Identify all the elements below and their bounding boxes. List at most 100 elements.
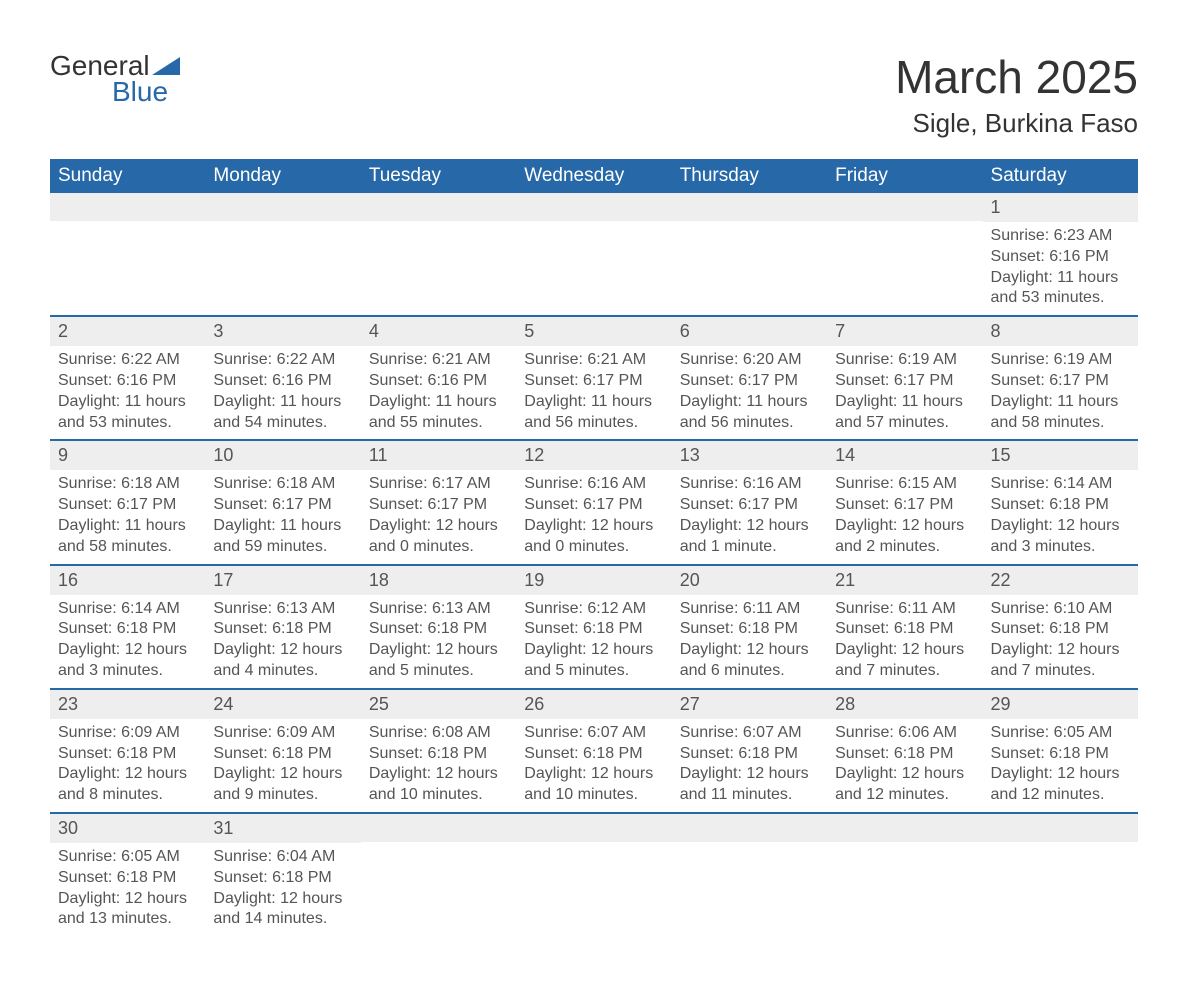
day-cell: 22Sunrise: 6:10 AMSunset: 6:18 PMDayligh… (983, 565, 1138, 689)
sunset-text: Sunset: 6:17 PM (58, 495, 197, 516)
day-cell (516, 193, 671, 316)
sunrise-text: Sunrise: 6:05 AM (58, 847, 197, 868)
day-cell: 3Sunrise: 6:22 AMSunset: 6:16 PMDaylight… (205, 316, 360, 440)
empty-day-number (983, 814, 1138, 842)
daylight-text: Daylight: 11 hours and 56 minutes. (680, 392, 819, 434)
sunrise-text: Sunrise: 6:06 AM (835, 723, 974, 744)
sunset-text: Sunset: 6:17 PM (524, 371, 663, 392)
sunset-text: Sunset: 6:18 PM (991, 619, 1130, 640)
daylight-text: Daylight: 11 hours and 57 minutes. (835, 392, 974, 434)
daylight-text: Daylight: 11 hours and 58 minutes. (991, 392, 1130, 434)
day-details: Sunrise: 6:14 AMSunset: 6:18 PMDaylight:… (983, 470, 1138, 563)
sunrise-text: Sunrise: 6:04 AM (213, 847, 352, 868)
day-number: 14 (827, 441, 982, 470)
daylight-text: Daylight: 12 hours and 8 minutes. (58, 764, 197, 806)
sunrise-text: Sunrise: 6:18 AM (213, 474, 352, 495)
sunset-text: Sunset: 6:17 PM (835, 495, 974, 516)
day-details: Sunrise: 6:15 AMSunset: 6:17 PMDaylight:… (827, 470, 982, 563)
day-cell: 29Sunrise: 6:05 AMSunset: 6:18 PMDayligh… (983, 689, 1138, 813)
sunset-text: Sunset: 6:16 PM (58, 371, 197, 392)
day-number: 25 (361, 690, 516, 719)
daylight-text: Daylight: 11 hours and 53 minutes. (991, 268, 1130, 310)
calendar-body: 1Sunrise: 6:23 AMSunset: 6:16 PMDaylight… (50, 193, 1138, 936)
sunset-text: Sunset: 6:18 PM (369, 744, 508, 765)
sunrise-text: Sunrise: 6:08 AM (369, 723, 508, 744)
day-cell: 27Sunrise: 6:07 AMSunset: 6:18 PMDayligh… (672, 689, 827, 813)
day-cell: 2Sunrise: 6:22 AMSunset: 6:16 PMDaylight… (50, 316, 205, 440)
sunrise-text: Sunrise: 6:18 AM (58, 474, 197, 495)
day-details: Sunrise: 6:18 AMSunset: 6:17 PMDaylight:… (50, 470, 205, 563)
day-number: 5 (516, 317, 671, 346)
sunrise-text: Sunrise: 6:09 AM (213, 723, 352, 744)
daylight-text: Daylight: 12 hours and 6 minutes. (680, 640, 819, 682)
day-cell (205, 193, 360, 316)
day-number: 9 (50, 441, 205, 470)
day-details: Sunrise: 6:09 AMSunset: 6:18 PMDaylight:… (50, 719, 205, 812)
day-number: 1 (983, 193, 1138, 222)
empty-day-number (827, 814, 982, 842)
sunset-text: Sunset: 6:18 PM (58, 619, 197, 640)
logo-triangle-icon (152, 57, 180, 75)
empty-day-number (672, 193, 827, 221)
day-cell: 9Sunrise: 6:18 AMSunset: 6:17 PMDaylight… (50, 440, 205, 564)
sunset-text: Sunset: 6:17 PM (680, 495, 819, 516)
week-row: 1Sunrise: 6:23 AMSunset: 6:16 PMDaylight… (50, 193, 1138, 316)
daylight-text: Daylight: 11 hours and 53 minutes. (58, 392, 197, 434)
day-details: Sunrise: 6:20 AMSunset: 6:17 PMDaylight:… (672, 346, 827, 439)
daylight-text: Daylight: 12 hours and 2 minutes. (835, 516, 974, 558)
day-details: Sunrise: 6:11 AMSunset: 6:18 PMDaylight:… (827, 595, 982, 688)
day-number: 21 (827, 566, 982, 595)
day-number: 13 (672, 441, 827, 470)
daylight-text: Daylight: 12 hours and 14 minutes. (213, 889, 352, 931)
daylight-text: Daylight: 12 hours and 11 minutes. (680, 764, 819, 806)
day-number: 10 (205, 441, 360, 470)
day-cell (361, 193, 516, 316)
location-subtitle: Sigle, Burkina Faso (895, 108, 1138, 139)
sunrise-text: Sunrise: 6:23 AM (991, 226, 1130, 247)
sunset-text: Sunset: 6:18 PM (835, 619, 974, 640)
daylight-text: Daylight: 12 hours and 12 minutes. (991, 764, 1130, 806)
daylight-text: Daylight: 11 hours and 54 minutes. (213, 392, 352, 434)
sunrise-text: Sunrise: 6:22 AM (213, 350, 352, 371)
day-details: Sunrise: 6:21 AMSunset: 6:17 PMDaylight:… (516, 346, 671, 439)
daylight-text: Daylight: 12 hours and 10 minutes. (524, 764, 663, 806)
logo: General Blue (50, 50, 180, 108)
sunrise-text: Sunrise: 6:12 AM (524, 599, 663, 620)
sunset-text: Sunset: 6:18 PM (680, 744, 819, 765)
day-header-row: Sunday Monday Tuesday Wednesday Thursday… (50, 159, 1138, 193)
day-cell: 26Sunrise: 6:07 AMSunset: 6:18 PMDayligh… (516, 689, 671, 813)
day-number: 15 (983, 441, 1138, 470)
week-row: 9Sunrise: 6:18 AMSunset: 6:17 PMDaylight… (50, 440, 1138, 564)
sunset-text: Sunset: 6:18 PM (58, 868, 197, 889)
sunset-text: Sunset: 6:18 PM (991, 744, 1130, 765)
daylight-text: Daylight: 12 hours and 0 minutes. (369, 516, 508, 558)
sunrise-text: Sunrise: 6:07 AM (680, 723, 819, 744)
sunset-text: Sunset: 6:16 PM (369, 371, 508, 392)
week-row: 23Sunrise: 6:09 AMSunset: 6:18 PMDayligh… (50, 689, 1138, 813)
calendar-table: Sunday Monday Tuesday Wednesday Thursday… (50, 159, 1138, 936)
sunset-text: Sunset: 6:18 PM (369, 619, 508, 640)
day-cell: 11Sunrise: 6:17 AMSunset: 6:17 PMDayligh… (361, 440, 516, 564)
day-details: Sunrise: 6:11 AMSunset: 6:18 PMDaylight:… (672, 595, 827, 688)
day-number: 31 (205, 814, 360, 843)
sunrise-text: Sunrise: 6:22 AM (58, 350, 197, 371)
day-header-tuesday: Tuesday (361, 159, 516, 193)
sunrise-text: Sunrise: 6:19 AM (991, 350, 1130, 371)
day-details: Sunrise: 6:09 AMSunset: 6:18 PMDaylight:… (205, 719, 360, 812)
sunset-text: Sunset: 6:17 PM (835, 371, 974, 392)
day-number: 27 (672, 690, 827, 719)
empty-day-number (361, 193, 516, 221)
daylight-text: Daylight: 12 hours and 13 minutes. (58, 889, 197, 931)
empty-day-number (205, 193, 360, 221)
day-details: Sunrise: 6:07 AMSunset: 6:18 PMDaylight:… (672, 719, 827, 812)
day-cell: 1Sunrise: 6:23 AMSunset: 6:16 PMDaylight… (983, 193, 1138, 316)
sunrise-text: Sunrise: 6:15 AM (835, 474, 974, 495)
day-details: Sunrise: 6:04 AMSunset: 6:18 PMDaylight:… (205, 843, 360, 936)
day-number: 12 (516, 441, 671, 470)
day-details: Sunrise: 6:12 AMSunset: 6:18 PMDaylight:… (516, 595, 671, 688)
day-number: 3 (205, 317, 360, 346)
day-details: Sunrise: 6:19 AMSunset: 6:17 PMDaylight:… (827, 346, 982, 439)
daylight-text: Daylight: 12 hours and 7 minutes. (835, 640, 974, 682)
daylight-text: Daylight: 12 hours and 7 minutes. (991, 640, 1130, 682)
day-number: 29 (983, 690, 1138, 719)
